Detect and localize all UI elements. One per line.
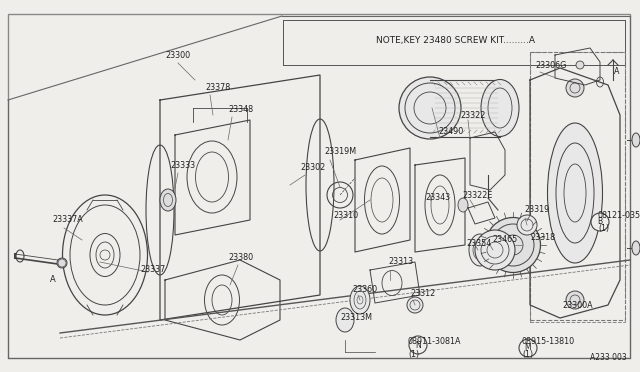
Text: 23322: 23322 [460,110,485,119]
Ellipse shape [399,77,461,139]
Text: 23348: 23348 [228,106,253,115]
Text: 23319M: 23319M [324,148,356,157]
Ellipse shape [566,79,584,97]
Ellipse shape [486,218,541,273]
Text: A233 003: A233 003 [590,353,627,362]
Text: 23313M: 23313M [340,314,372,323]
Text: 23360: 23360 [352,285,377,295]
Ellipse shape [566,291,584,309]
Text: 08121-0351F: 08121-0351F [598,211,640,219]
Text: 23302: 23302 [300,164,325,173]
Ellipse shape [632,133,640,147]
Text: 23343: 23343 [425,193,450,202]
Text: 23322E: 23322E [462,192,492,201]
Ellipse shape [517,215,537,235]
Text: (1): (1) [408,350,419,359]
Ellipse shape [57,258,67,268]
Ellipse shape [481,80,519,137]
Text: 23333: 23333 [170,160,195,170]
Text: 23318: 23318 [530,234,555,243]
Text: NOTE,KEY 23480 SCREW KIT.........A: NOTE,KEY 23480 SCREW KIT.........A [376,35,534,45]
Bar [530,52,625,322]
Ellipse shape [591,213,609,231]
Ellipse shape [350,286,370,314]
Text: 23306G: 23306G [535,61,566,70]
Text: A: A [50,276,56,285]
Ellipse shape [409,336,427,354]
Text: 23337: 23337 [140,266,165,275]
Text: 23300A: 23300A [562,301,593,310]
Text: 23378: 23378 [205,83,230,93]
Ellipse shape [632,241,640,255]
Text: N: N [415,340,421,350]
Ellipse shape [407,297,423,313]
Text: M: M [525,343,531,353]
Text: 23490: 23490 [438,128,463,137]
Ellipse shape [547,123,602,263]
Ellipse shape [458,198,468,212]
Text: (1): (1) [598,224,609,232]
Text: (1): (1) [522,350,533,359]
Text: 23313: 23313 [388,257,413,266]
Text: 23312: 23312 [410,289,435,298]
Text: A: A [614,67,620,77]
Text: 23337A: 23337A [52,215,83,224]
Text: 08915-13810: 08915-13810 [522,337,575,346]
Ellipse shape [519,339,537,357]
Ellipse shape [63,195,147,315]
Ellipse shape [469,234,491,266]
Text: B: B [597,218,603,227]
Text: 23300: 23300 [165,51,190,60]
Text: 23319: 23319 [524,205,549,215]
Text: 23310: 23310 [333,211,358,219]
Text: 23465: 23465 [492,235,517,244]
Ellipse shape [576,61,584,69]
Text: 23354: 23354 [466,238,492,247]
Ellipse shape [475,230,515,270]
Text: 08911-3081A: 08911-3081A [408,337,461,346]
Text: 23380: 23380 [228,253,253,263]
Ellipse shape [160,189,176,211]
Ellipse shape [336,308,354,332]
